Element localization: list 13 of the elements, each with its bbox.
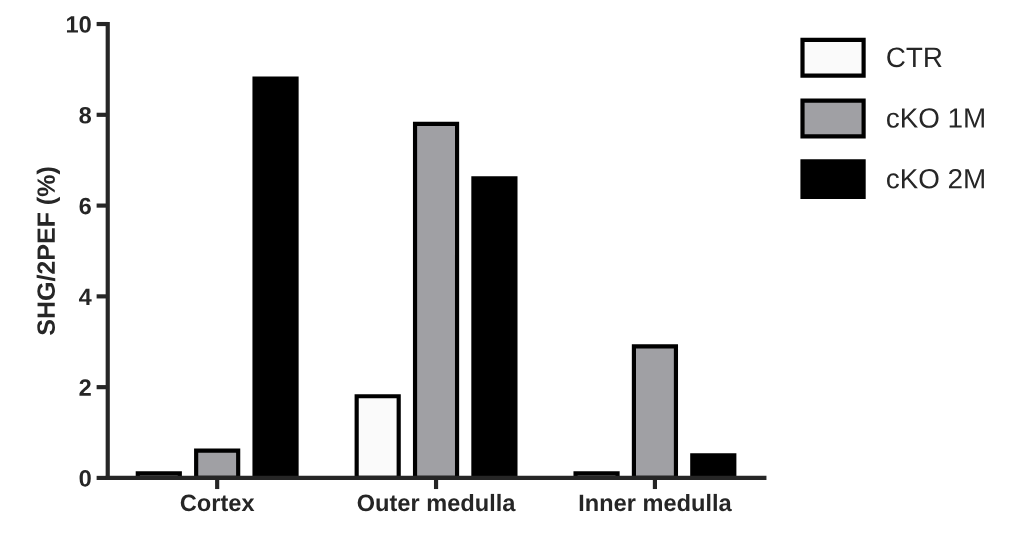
y-axis-title: SHG/2PEF (%): [36, 167, 60, 335]
x-tick-label: Cortex: [180, 494, 255, 512]
y-tick-label: 6: [79, 197, 91, 215]
y-tick-label: 4: [78, 288, 92, 305]
y-tick-label: 10: [66, 16, 91, 33]
legend-label: cKO 1M: [887, 108, 984, 128]
legend-label: cKO 2M: [887, 168, 984, 189]
y-tick-label: 0: [79, 470, 91, 487]
y-tick-label: 2: [79, 379, 91, 396]
x-tick-label: Inner medulla: [579, 493, 732, 512]
legend-label: CTR: [887, 47, 942, 68]
y-tick-label: 8: [79, 106, 92, 124]
x-tick-label: Outer medulla: [357, 493, 516, 512]
